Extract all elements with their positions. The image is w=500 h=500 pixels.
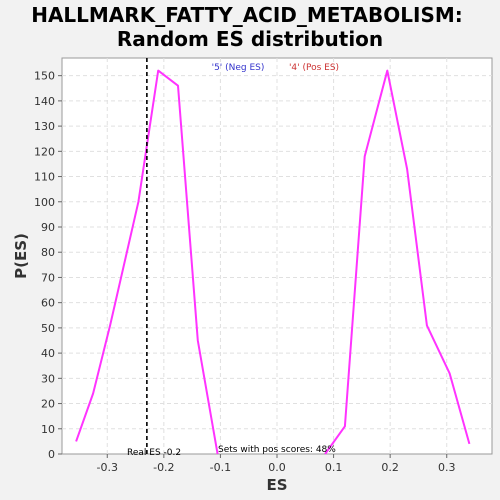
- y-tick-label: 140: [34, 95, 55, 108]
- y-tick-label: 0: [48, 448, 55, 461]
- x-tick-label: -0.2: [153, 461, 174, 474]
- x-tick-label: 0.0: [268, 461, 286, 474]
- tick-layer: 0 10 20 30 40 50 60 70 80 90 100 110 120 130 140 150 -0.…: [34, 70, 455, 474]
- y-tick-label: 40: [41, 347, 55, 360]
- neg-es-label: '5' (Neg ES): [212, 63, 265, 73]
- y-axis-title: P(ES): [12, 233, 30, 279]
- y-tick-label: 150: [34, 70, 55, 83]
- y-tick-label: 110: [34, 171, 55, 184]
- y-tick-label: 100: [34, 196, 55, 209]
- y-tick-label: 60: [41, 297, 55, 310]
- x-tick-label: -0.1: [210, 461, 231, 474]
- neg-es-line: [75, 69, 219, 455]
- y-tick-label: 20: [41, 398, 55, 411]
- pos-es-line: [324, 69, 471, 455]
- y-tick-label: 10: [41, 423, 55, 436]
- pos-es-label: '4' (Pos ES): [289, 63, 339, 73]
- y-tick-label: 30: [41, 372, 55, 385]
- real-es-label: Real ES -0.2: [127, 448, 181, 458]
- x-tick-label: 0.3: [438, 461, 456, 474]
- chart-title-line-2: Random ES distribution: [117, 27, 383, 51]
- grid-layer: [62, 58, 492, 454]
- chart-title-line-1: HALLMARK_FATTY_ACID_METABOLISM:: [31, 3, 463, 27]
- y-tick-label: 70: [41, 271, 55, 284]
- y-tick-label: 80: [41, 246, 55, 259]
- x-tick-label: -0.3: [97, 461, 118, 474]
- x-axis-title: ES: [266, 476, 287, 494]
- y-tick-label: 120: [34, 145, 55, 158]
- x-tick-label: 0.1: [325, 461, 343, 474]
- x-tick-label: 0.2: [381, 461, 399, 474]
- y-tick-label: 90: [41, 221, 55, 234]
- y-tick-label: 50: [41, 322, 55, 335]
- pos-scores-label: Sets with pos scores: 48%: [218, 445, 336, 455]
- series-layer: [75, 69, 471, 455]
- y-tick-label: 130: [34, 120, 55, 133]
